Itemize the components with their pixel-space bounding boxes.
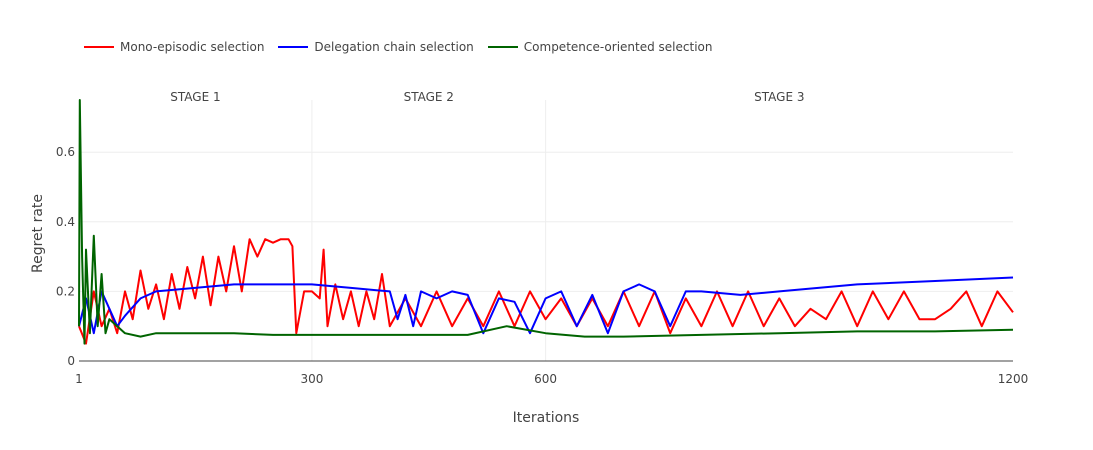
y-tick-label-1: 0.2 — [56, 284, 75, 298]
x-axis-title: Iterations — [513, 410, 580, 426]
legend-item-mono[interactable]: Mono-episodic selection — [84, 40, 264, 54]
y-axis-title: Regret rate — [30, 194, 46, 273]
legend-item-competence[interactable]: Competence-oriented selection — [487, 40, 713, 54]
y-tick-label-3: 0.6 — [56, 145, 75, 159]
legend-label-mono: Mono-episodic selection — [120, 40, 265, 54]
stage-label-2: STAGE 2 — [404, 90, 454, 104]
legend-label-delegation: Delegation chain selection — [314, 40, 474, 54]
y-tick-label-0: 0 — [67, 354, 75, 368]
x-tick-label-2: 600 — [534, 372, 557, 386]
legend-swatch-delegation — [278, 46, 309, 48]
legend-swatch-competence — [487, 46, 518, 48]
legend-item-delegation[interactable]: Delegation chain selection — [278, 40, 474, 54]
x-tick-label-0: 1 — [75, 372, 83, 386]
series-line-0 — [78, 238, 1014, 345]
series-line-1 — [78, 276, 1014, 335]
x-tick-label-1: 300 — [300, 372, 323, 386]
y-tick-label-2: 0.4 — [56, 215, 75, 229]
stage-label-1: STAGE 1 — [170, 90, 220, 104]
series-line-2 — [78, 99, 1014, 345]
legend-swatch-mono — [84, 46, 114, 48]
legend-label-competence: Competence-oriented selection — [523, 40, 713, 54]
legend: Mono-episodic selection Delegation chain… — [84, 40, 712, 54]
stage-label-3: STAGE 3 — [754, 90, 804, 104]
x-tick-label-3: 1200 — [998, 372, 1029, 386]
